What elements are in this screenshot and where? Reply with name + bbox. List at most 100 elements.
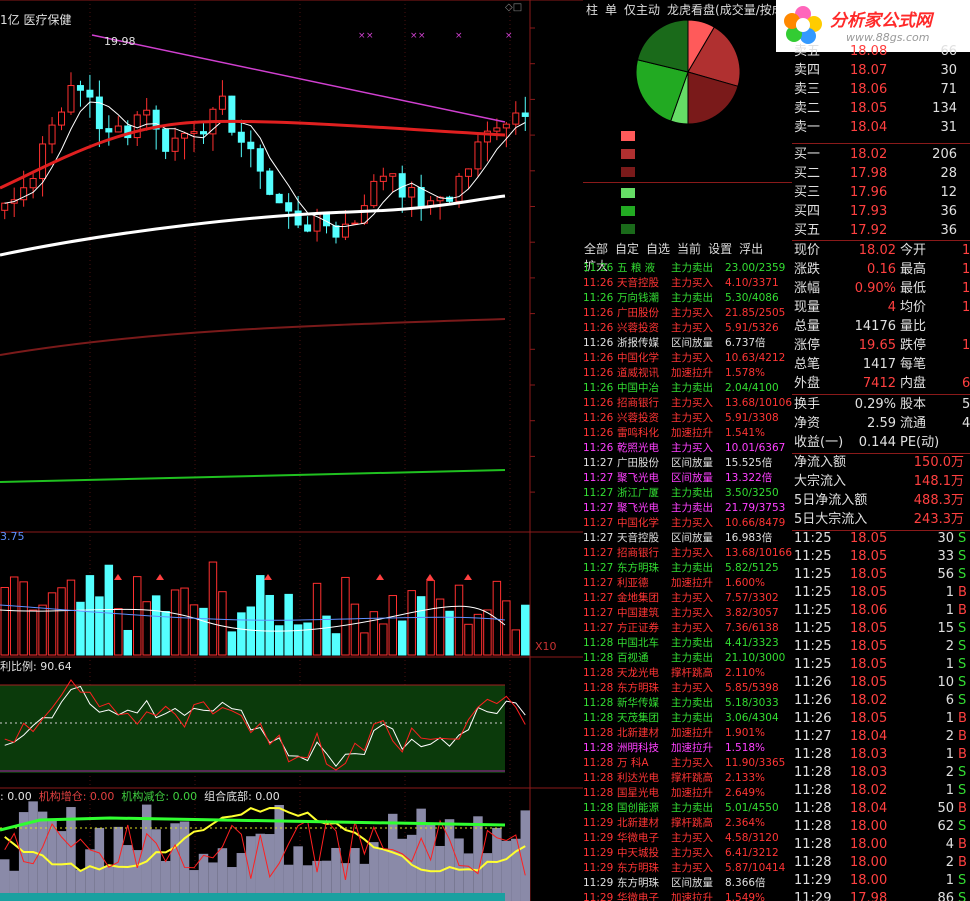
radar-cell: 乾照光电	[617, 442, 659, 454]
radar-row[interactable]: 11:29 中天城投 主力买入 6.41/3212	[583, 846, 792, 861]
tab-float[interactable]: 浮出	[739, 242, 764, 256]
tab-dan[interactable]: 单	[605, 3, 618, 17]
tick-row: 11:25 18.05 56 S	[792, 565, 970, 584]
radar-row[interactable]: 11:28 北新建材 加速拉升 1.901%	[583, 726, 792, 741]
volume-bar	[416, 596, 426, 656]
tick-time: 11:28	[794, 837, 832, 852]
tick-side: B	[958, 729, 967, 744]
tab-all[interactable]: 全部	[584, 242, 609, 256]
radar-row[interactable]: 11:29 华微电子 主力买入 4.58/3120	[583, 831, 792, 846]
tick-side: S	[958, 693, 967, 708]
ind2-bar	[198, 853, 209, 901]
ind2-bar	[463, 853, 474, 901]
radar-cell: 15.525倍	[725, 457, 773, 469]
volume-bar	[256, 575, 265, 656]
radar-cell: 11:26	[583, 397, 614, 409]
radar-row[interactable]: 11:28 洲明科技 加速拉升 1.518%	[583, 741, 792, 756]
radar-row[interactable]: 11:27 中国建筑 主力买入 3.82/3057	[583, 606, 792, 621]
ind2-bar	[350, 848, 360, 901]
radar-cell: 11:27	[583, 532, 614, 544]
radar-row[interactable]: 11:27 招商银行 主力买入 13.68/10166	[583, 546, 792, 561]
radar-cell: 16.983倍	[725, 532, 773, 544]
fund-row: 净流入额 150.0万	[792, 453, 970, 472]
radar-row[interactable]: 11:27 广田股份 区间放量 15.525倍	[583, 456, 792, 471]
stat2-value: 0.29%	[854, 397, 896, 412]
radar-row[interactable]: 11:28 百视通 主力卖出 21.10/3000	[583, 651, 792, 666]
radar-cell: 东方明珠	[617, 682, 659, 694]
tick-row: 11:29 17.98 86 S	[792, 889, 970, 901]
radar-row[interactable]: 11:29 北新建材 撑杆跳高 2.364%	[583, 816, 792, 831]
candle-body	[398, 173, 406, 198]
radar-row[interactable]: 11:27 利亚德 加速拉升 1.600%	[583, 576, 792, 591]
sell-row: 卖一 18.04 31	[792, 118, 970, 137]
radar-row[interactable]: 11:28 中国北车 主力卖出 4.41/3323	[583, 636, 792, 651]
radar-row[interactable]: 11:26 广田股份 主力买入 21.85/2505	[583, 306, 792, 321]
radar-row[interactable]: 11:26 雷鸣科化 加速拉升 1.541%	[583, 426, 792, 441]
tab-longhu[interactable]: 龙虎看盘(成交量/按成	[667, 3, 784, 17]
radar-row[interactable]: 11:28 利达光电 撑杆跳高 2.133%	[583, 771, 792, 786]
tab-expand[interactable]: 扩大	[584, 259, 609, 273]
radar-cell: 浙报传媒	[617, 337, 659, 349]
radar-row[interactable]: 11:29 东方明珠 主力买入 5.87/10414	[583, 861, 792, 876]
top-tabs: 柱单仅主动 龙虎看盘(成交量/按成	[586, 1, 791, 18]
tab-self[interactable]: 自选	[646, 242, 671, 256]
radar-cell: 天龙光电	[617, 667, 659, 679]
radar-row[interactable]: 11:26 浙报传媒 区间放量 6.737倍	[583, 336, 792, 351]
radar-cell: 11:27	[583, 457, 614, 469]
radar-row[interactable]: 11:26 天音控股 主力买入 4.10/3371	[583, 276, 792, 291]
chart-area[interactable]: × × × × × ×	[0, 0, 583, 901]
tab-zhudong[interactable]: 仅主动	[624, 3, 661, 17]
radar-row[interactable]: 11:28 东方明珠 主力买入 5.85/5398	[583, 681, 792, 696]
radar-row[interactable]: 11:29 东方明珠 区间放量 8.366倍	[583, 876, 792, 891]
ind2-bar	[179, 821, 190, 901]
tick-time: 11:26	[794, 693, 832, 708]
radar-row[interactable]: 11:27 东方明珠 主力卖出 5.82/5125	[583, 561, 792, 576]
radar-row[interactable]: 11:26 道威视讯 加速拉升 1.578%	[583, 366, 792, 381]
radar-cell: 11:29	[583, 862, 614, 874]
radar-cell: 2.04/4100	[725, 382, 779, 394]
radar-row[interactable]: 11:26 万向钱潮 主力卖出 5.30/4086	[583, 291, 792, 306]
radar-row[interactable]: 11:28 新华传媒 主力卖出 5.18/3033	[583, 696, 792, 711]
flow-swatch	[621, 167, 635, 177]
sell-label: 卖三	[794, 82, 821, 97]
radar-row[interactable]: 11:27 金地集团 主力买入 7.57/3302	[583, 591, 792, 606]
radar-row[interactable]: 11:27 中国化学 主力买入 10.66/8479	[583, 516, 792, 531]
tab-custom[interactable]: 自定	[615, 242, 640, 256]
radar-row[interactable]: 11:26 中国化学 主力买入 10.63/4212	[583, 351, 792, 366]
buy-label: 买二	[794, 166, 821, 181]
radar-row[interactable]: 11:28 国星光电 加速拉升 2.649%	[583, 786, 792, 801]
tab-settings[interactable]: 设置	[708, 242, 733, 256]
radar-row[interactable]: 11:27 天音控股 区间放量 16.983倍	[583, 531, 792, 546]
radar-row[interactable]: 11:26 乾照光电 主力买入 10.01/6367	[583, 441, 792, 456]
radar-row[interactable]: 11:26 五 粮 液 主力卖出 23.00/2359	[583, 261, 792, 276]
radar-row[interactable]: 11:27 聚飞光电 主力卖出 21.79/3753	[583, 501, 792, 516]
tick-row: 11:28 18.00 2 B	[792, 853, 970, 872]
radar-row[interactable]: 11:28 万 科A 主力买入 11.90/3365	[583, 756, 792, 771]
ind2-bar	[274, 804, 284, 901]
radar-row[interactable]: 11:28 国创能源 主力卖出 5.01/4550	[583, 801, 792, 816]
flow-size	[605, 184, 619, 202]
tick-price: 17.98	[850, 891, 888, 901]
tick-price: 18.06	[850, 603, 888, 618]
radar-row[interactable]: 11:28 天龙光电 撑杆跳高 2.110%	[583, 666, 792, 681]
radar-row[interactable]: 11:27 聚飞光电 区间放量 13.322倍	[583, 471, 792, 486]
radar-row[interactable]: 11:29 华微电子 加速拉升 1.549%	[583, 891, 792, 901]
buy-price: 17.93	[850, 204, 888, 219]
tab-current[interactable]: 当前	[677, 242, 702, 256]
radar-row[interactable]: 11:28 天茂集团 主力卖出 3.06/4304	[583, 711, 792, 726]
tick-price: 18.00	[850, 837, 888, 852]
volume-bar	[218, 591, 227, 656]
tick-vol: 1	[945, 783, 954, 798]
tick-side: S	[958, 891, 967, 901]
radar-row[interactable]: 11:26 兴蓉投资 主力买入 5.91/5326	[583, 321, 792, 336]
radar-row[interactable]: 11:26 兴蓉投资 主力买入 5.91/3308	[583, 411, 792, 426]
tick-price: 18.02	[850, 783, 888, 798]
radar-row[interactable]: 11:27 浙江广厦 主力卖出 3.50/3250	[583, 486, 792, 501]
radar-row[interactable]: 11:26 中国中冶 主力卖出 2.04/4100	[583, 381, 792, 396]
radar-row[interactable]: 11:27 方正证券 主力买入 7.36/6138	[583, 621, 792, 636]
tab-zhu[interactable]: 柱	[586, 3, 599, 17]
radar-cell: 天音控股	[617, 277, 659, 289]
radar-row[interactable]: 11:26 招商银行 主力买入 13.68/10106	[583, 396, 792, 411]
chart-control-icon[interactable]: ◇□	[505, 2, 523, 13]
divider	[792, 453, 970, 454]
